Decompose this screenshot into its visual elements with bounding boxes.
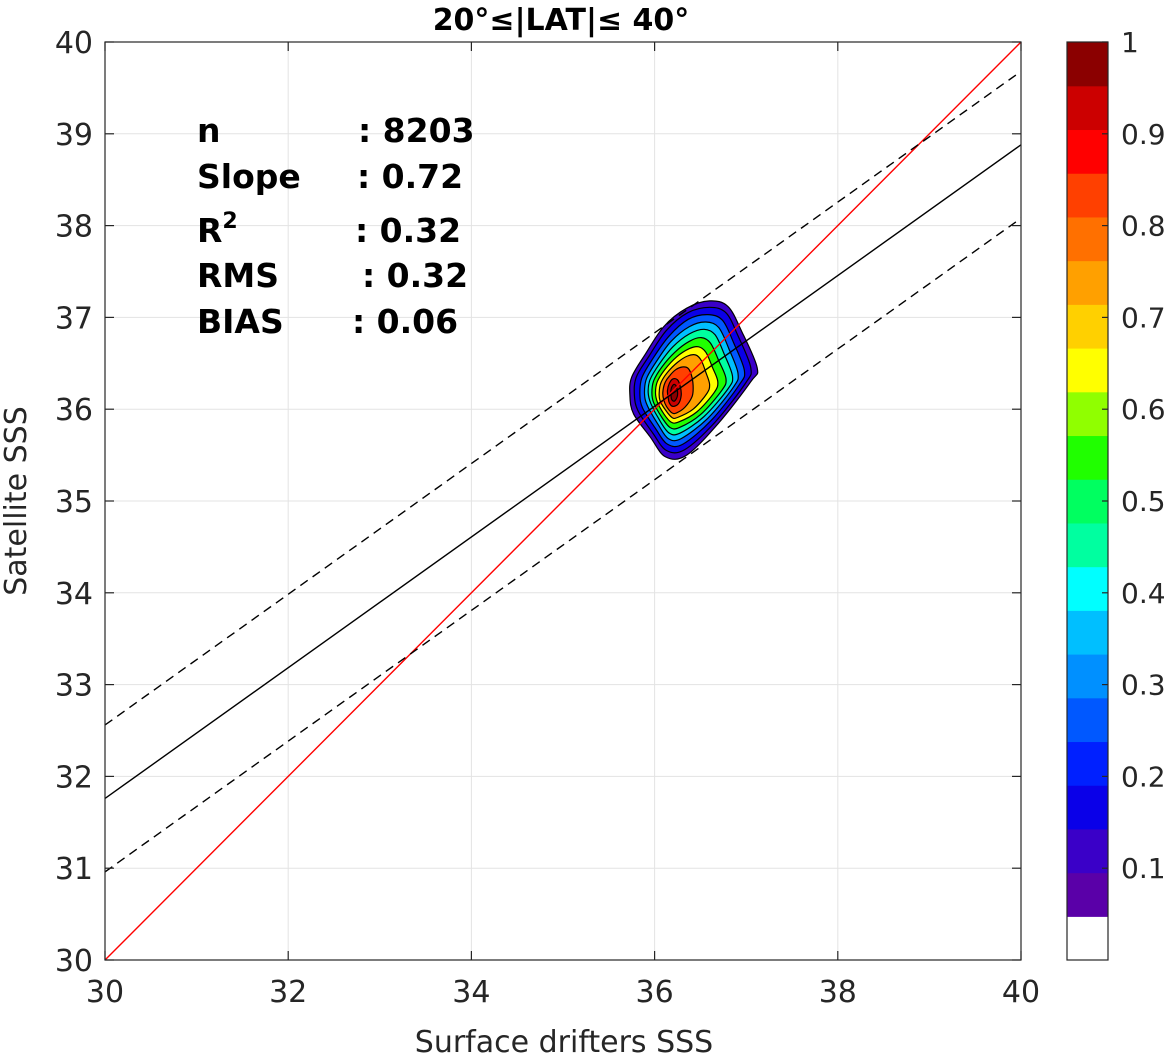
stat-value: : 0.32 [362,256,468,295]
stat-value: : 0.06 [352,302,458,341]
y-axis-label: Satellite SSS [0,406,34,596]
stat-value: : 0.32 [355,211,461,250]
y-tick-label: 33 [55,669,93,704]
axes: 30 32 34 36 38 40 30 31 32 33 34 35 36 37 38 39 40 [55,26,1040,1010]
colorbar-tick-label: 0.4 [1121,577,1166,610]
one-to-one-line [105,42,1021,960]
colorbar-segment [1067,741,1108,786]
colorbar-tick-label: 1 [1121,26,1139,59]
colorbar-segment [1067,348,1108,393]
colorbar-segment [1067,610,1108,655]
x-axis-label: Surface drifters SSS [415,1025,713,1055]
y-tick-label: 40 [55,26,93,61]
y-tick-label: 32 [55,760,93,795]
regression-line [105,144,1021,800]
chart-title: 20°≤|LAT|≤ 40° [433,3,690,38]
x-tick-label: 32 [269,975,307,1010]
colorbar-segment [1067,654,1108,699]
colorbar-segment [1067,260,1108,305]
x-tick-label: 40 [1002,975,1040,1010]
grid [105,42,1021,960]
colorbar-tick-label: 0.1 [1121,852,1166,885]
y-tick-label: 30 [55,944,93,979]
colorbar-segment [1067,522,1108,568]
stat-superscript: 2 [222,209,237,234]
stat-label: Slope [197,157,301,196]
upper-bound-line [105,70,1021,726]
colorbar: 0.1 0.2 0.3 0.4 0.5 0.6 0.7 0.8 0.9 1 [1066,26,1166,961]
colorbar-tick-label: 0.3 [1121,669,1166,702]
stat-value: : 0.72 [357,157,463,196]
stat-label: n [197,111,221,150]
colorbar-segment [1067,697,1108,743]
colorbar-tick-label: 0.8 [1121,210,1166,243]
colorbar-segment [1067,173,1108,218]
fit-lines [105,42,1021,960]
colorbar-segment [1067,785,1108,830]
y-tick-label: 37 [55,301,93,336]
y-tick-label: 34 [55,577,93,612]
colorbar-tick-label: 0.5 [1121,485,1166,518]
lower-bound-line [105,217,1021,873]
colorbar-tick-label: 0.2 [1121,760,1166,793]
colorbar-segment [1067,566,1108,611]
colorbar-segment [1067,435,1108,480]
colorbar-segment [1067,479,1108,524]
colorbar-tick-label: 0.6 [1121,393,1166,426]
y-tick-label: 35 [55,485,93,520]
y-tick-label: 31 [55,852,93,887]
colorbar-segment [1067,42,1108,87]
x-tick-label: 30 [86,975,124,1010]
stat-label: BIAS [197,302,284,341]
x-tick-label: 38 [819,975,857,1010]
y-tick-label: 39 [55,118,93,153]
plot-area: 30 32 34 36 38 40 30 31 32 33 34 35 36 37 38 39 40 n : 820… [55,26,1040,1010]
colorbar-tick-label: 0.9 [1121,118,1166,151]
y-tick-label: 36 [55,393,93,428]
colorbar-segment [1067,872,1108,917]
colorbar-segment [1067,391,1108,437]
colorbar-segment [1067,916,1108,961]
x-tick-label: 34 [452,975,490,1010]
colorbar-segment [1067,129,1108,174]
colorbar-tick-label: 0.7 [1121,301,1166,334]
density-contours [629,300,759,460]
stat-value: : 8203 [358,111,475,150]
colorbar-segment [1067,85,1108,131]
stat-label: RMS [197,256,279,295]
y-tick-label: 38 [55,210,93,245]
colorbar-segment [1067,216,1108,262]
colorbar-segment [1067,304,1108,349]
colorbar-segment [1067,828,1108,874]
x-tick-label: 36 [636,975,674,1010]
